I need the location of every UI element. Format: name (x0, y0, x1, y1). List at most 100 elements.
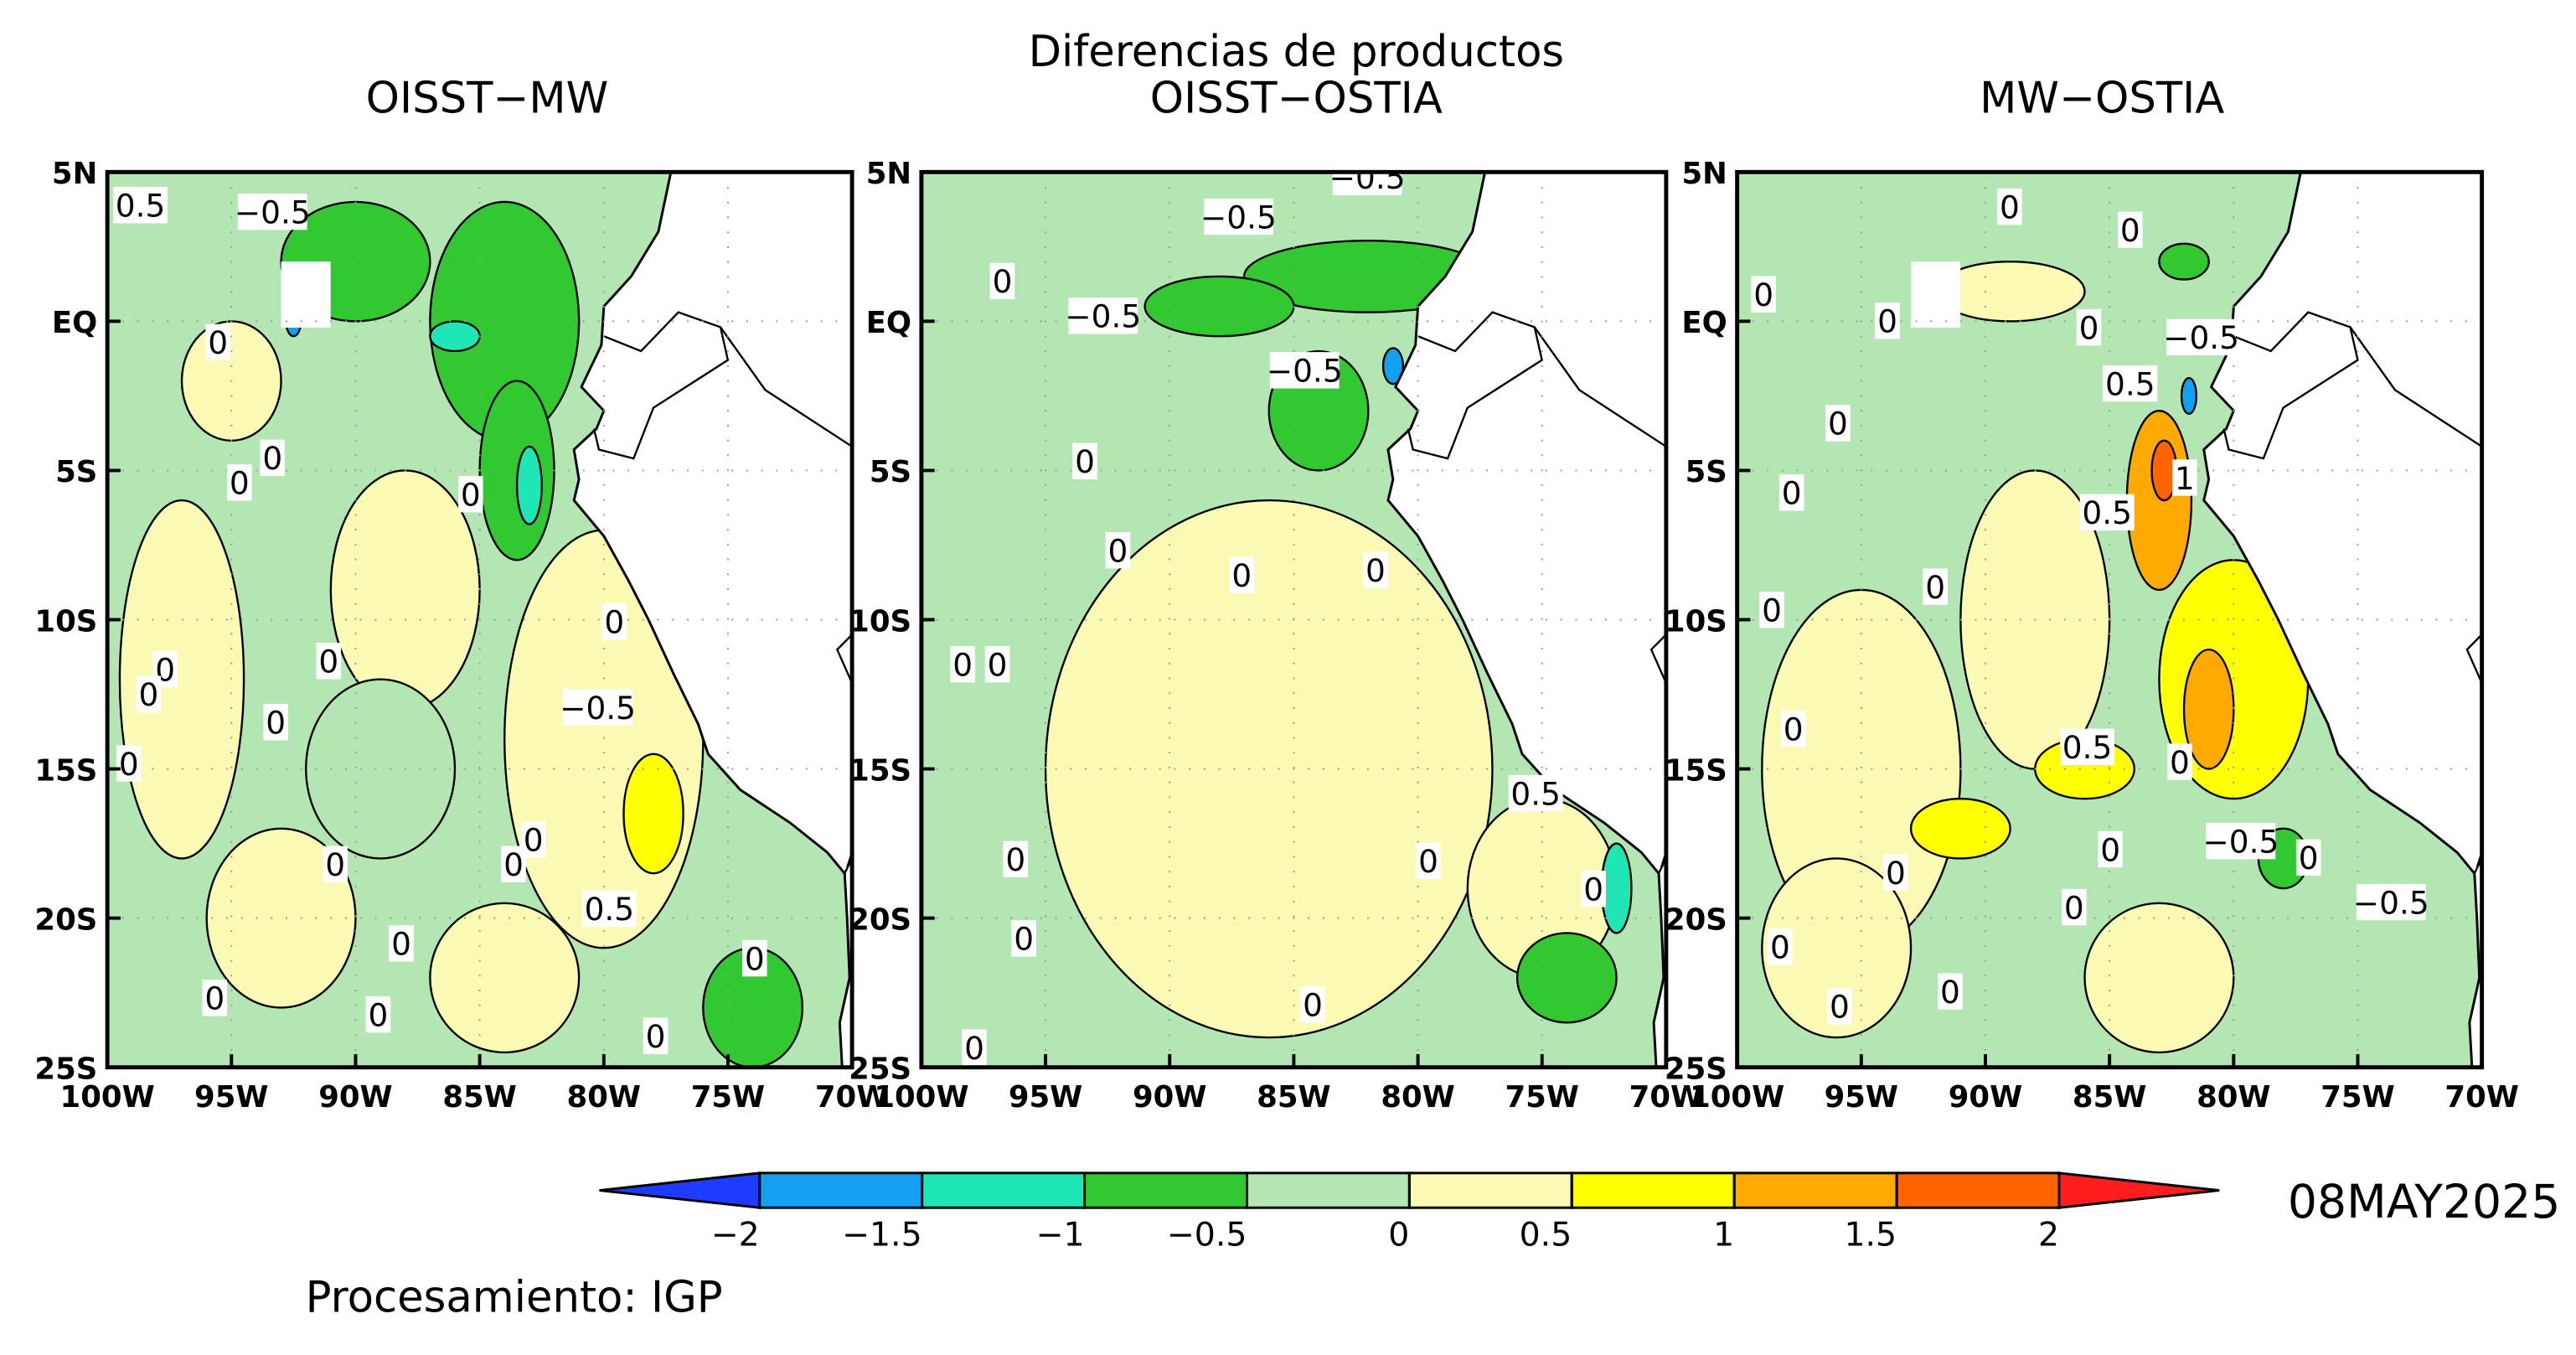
contour-label-bg (1923, 568, 1948, 605)
contour-label: 0 (266, 705, 286, 742)
border (2349, 326, 2482, 447)
contour-label-bg (202, 980, 228, 1016)
colorbar-box (1895, 1171, 2061, 1209)
contour-label-bg (1105, 532, 1131, 569)
field-patch (305, 678, 457, 860)
contour-label-bg (1825, 405, 1851, 442)
colorbar-tick-label: −1 (1035, 1216, 1084, 1254)
border (2222, 311, 2359, 460)
contour-label-bg (316, 643, 342, 680)
contour-label: −0.5 (1065, 298, 1141, 335)
lon-tick-label: 80W (1381, 1080, 1454, 1115)
lon-tick-label: 80W (567, 1080, 641, 1115)
lon-tick-label: 90W (318, 1080, 392, 1115)
contour-label: 0 (745, 940, 765, 977)
field-patch (1044, 499, 1494, 1039)
colorbar-box (1732, 1171, 1898, 1209)
contour-label-bg (1300, 986, 1325, 1023)
field-patch (2158, 242, 2210, 281)
contour-label: 0 (368, 996, 388, 1033)
contour-label-bg (205, 323, 230, 361)
border (1533, 326, 1666, 447)
contour-label-bg (581, 890, 637, 928)
lat-tick-label: 15S (34, 753, 97, 788)
colorbar-tick-label: 1.5 (1844, 1216, 1897, 1254)
contour-label: 0 (1784, 711, 1804, 747)
contour-label-bg (1875, 303, 1900, 339)
lat-tick-label: 5S (1685, 455, 1727, 489)
lon-tick-label: 70W (815, 1080, 889, 1115)
contour-label: 0 (1940, 974, 1960, 1011)
lon-tick-label: 70W (1629, 1080, 1703, 1115)
lon-tick-label: 80W (2197, 1080, 2270, 1115)
lat-tick-label: 25S (849, 1052, 911, 1086)
contour-label-bg (962, 1029, 987, 1066)
contour-label: 0 (208, 324, 228, 361)
panel-title: OISST−OSTIA (1150, 73, 1443, 123)
contour-label-bg (227, 464, 252, 501)
contour-label-bg (113, 187, 168, 224)
contour-label: 0 (2170, 744, 2190, 781)
contour-label-bg (2061, 888, 2087, 926)
contour-label-bg (2167, 743, 2192, 780)
lon-tick-label: 85W (1257, 1080, 1330, 1115)
date-label: 08MAY2025 (2288, 1176, 2560, 1229)
contour-label: 0 (1886, 855, 1906, 892)
contour-label-bg (237, 193, 307, 230)
field-patch (1381, 347, 1404, 385)
contour-label: −0.5 (1200, 199, 1277, 235)
contour-label-bg (1068, 297, 1138, 334)
colorbar-tick-label: −0.5 (1167, 1216, 1247, 1254)
contour-label: 0 (503, 846, 524, 883)
lat-tick-label: 5N (52, 157, 97, 191)
contour-label: 0 (2079, 309, 2099, 346)
border (835, 634, 853, 868)
contour-label-bg (1416, 842, 1441, 879)
field-patch (2180, 376, 2198, 415)
colorbar-tick-label: 0.5 (1520, 1216, 1572, 1254)
field-patch (2083, 902, 2235, 1054)
contour-label-bg (984, 646, 1010, 683)
contour-label: 0 (524, 821, 544, 858)
contour-label-bg (989, 262, 1015, 300)
contour-label: 0 (1075, 443, 1095, 480)
contour-label: 0 (1303, 987, 1323, 1024)
contour-label: 0.5 (116, 188, 166, 225)
lon-tick-label: 85W (442, 1080, 516, 1115)
field-patch (429, 902, 581, 1054)
contour-label-bg (1768, 928, 1793, 965)
border (720, 326, 853, 447)
contour-label: 0 (2120, 212, 2140, 249)
contour-label-bg (1759, 592, 1784, 628)
field-patch (2182, 648, 2235, 770)
contour-label-bg (116, 745, 142, 782)
field-patch (205, 827, 357, 1009)
contour-label: 0 (1782, 475, 1802, 512)
contour-label: 0 (988, 647, 1008, 684)
field-patch (1143, 275, 1295, 338)
lat-tick-label: 5N (866, 157, 911, 191)
lat-tick-label: 20S (849, 902, 911, 937)
panel-title: MW−OSTIA (1980, 73, 2224, 123)
contour-label-bg (742, 939, 767, 977)
contour-label: 0 (204, 980, 225, 1017)
colorbar-box (1407, 1171, 1573, 1209)
contour-label: 0 (1770, 929, 1790, 966)
lon-tick-label: 95W (1009, 1080, 1082, 1115)
border (2473, 857, 2482, 1068)
contour-label-bg (457, 476, 483, 513)
contour-label-bg (1203, 198, 1273, 235)
contour-label: 0.5 (1510, 775, 1561, 812)
contour-label: 0.5 (2082, 494, 2132, 531)
lat-tick-label: 25S (34, 1052, 97, 1086)
contour-label-bg (2118, 211, 2143, 248)
border (2465, 634, 2482, 868)
border (844, 857, 853, 1068)
lon-tick-label: 75W (691, 1080, 765, 1115)
colorbar-over (2057, 1171, 2220, 1209)
contour-label-bg (389, 925, 414, 962)
credit-label: Procesamiento: IGP (306, 1272, 723, 1322)
lat-tick-label: 15S (1665, 753, 1727, 788)
field-patch (2125, 410, 2193, 592)
